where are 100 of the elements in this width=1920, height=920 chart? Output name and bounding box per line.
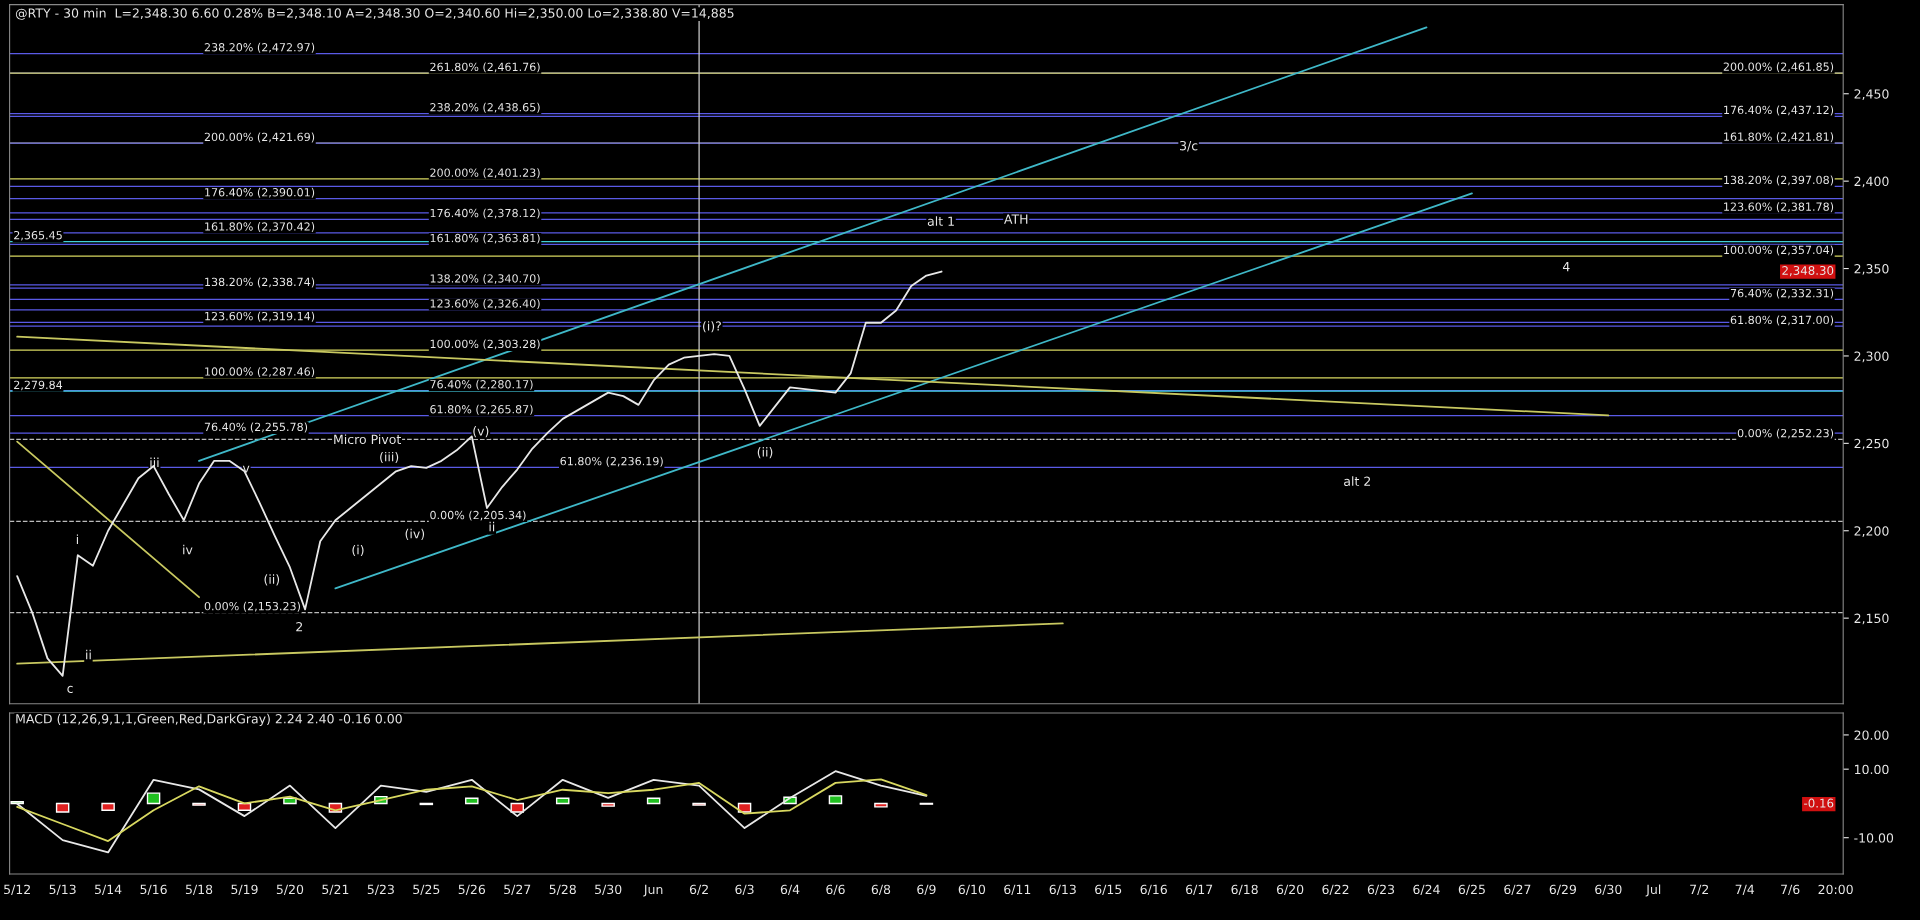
annotation: (ii)	[264, 574, 280, 586]
x-tick-label: 6/15	[1095, 884, 1122, 896]
x-tick-label: 6/13	[1049, 884, 1076, 896]
x-tick-label: 20:00	[1818, 884, 1853, 895]
ref-line-label: 123.60% (2,381.78)	[1724, 202, 1834, 213]
annotation: (iv)	[405, 528, 425, 540]
x-tick-label: 5/16	[140, 884, 167, 896]
x-tick-label: 6/11	[1004, 884, 1031, 896]
ref-line-label: 123.60% (2,319.14)	[205, 311, 315, 322]
ref-line-label: 238.20% (2,438.65)	[430, 102, 540, 113]
x-tick-label: 6/29	[1549, 884, 1577, 896]
ref-line-label: 100.00% (2,357.04)	[1724, 245, 1834, 256]
ref-line-label: 76.40% (2,332.31)	[1730, 288, 1834, 299]
ref-line-label: 176.40% (2,390.01)	[205, 187, 315, 198]
annotation: iv	[183, 544, 193, 555]
annotation: alt 1	[927, 216, 954, 226]
ref-line-label: 100.00% (2,303.28)	[430, 339, 540, 350]
ref-line-label: 76.40% (2,255.78)	[204, 422, 308, 433]
ref-line-label: 61.80% (2,317.00)	[1730, 315, 1834, 326]
ref-line-label: 0.00% (2,153.23)	[204, 601, 300, 612]
x-tick-label: 6/24	[1413, 884, 1440, 896]
x-tick-label: 7/4	[1735, 884, 1755, 896]
ref-line-label: 200.00% (2,421.69)	[204, 132, 315, 143]
annotation: c	[67, 685, 73, 693]
x-tick-label: 6/2	[689, 884, 708, 896]
x-tick-label: 6/22	[1322, 884, 1349, 896]
x-tick-label: 6/9	[917, 884, 936, 896]
ref-line-label: 176.40% (2,378.12)	[430, 208, 540, 219]
x-tick-label: 5/26	[458, 884, 486, 896]
x-tick-label: 6/27	[1504, 884, 1531, 896]
x-tick-label: 5/30	[595, 884, 622, 896]
ref-line-label: 161.80% (2,363.81)	[430, 233, 540, 244]
ref-line-label: 200.00% (2,461.85)	[1723, 62, 1834, 73]
y-tick-label: 2,400	[1854, 176, 1889, 188]
ref-line-label: 2,279.84	[14, 380, 63, 391]
annotation: alt 2	[1344, 476, 1371, 487]
x-tick-label: 5/12	[4, 884, 30, 896]
x-tick-label: 5/23	[367, 884, 394, 896]
annotation: (v)	[473, 426, 489, 438]
chart-title: MACD (12,26,9,1,1,Green,Red,DarkGray) 2.24 2.40 -0.16 0.00	[16, 713, 402, 726]
x-tick-label: 5/14	[95, 884, 122, 896]
annotation: -0.16	[1804, 798, 1834, 808]
annotation: (iii)	[380, 451, 399, 464]
x-tick-label: 5/28	[549, 884, 576, 896]
x-tick-label: 6/17	[1186, 884, 1213, 896]
ref-line-label: 176.40% (2,437.12)	[1724, 105, 1834, 116]
x-tick-label: 5/19	[231, 884, 258, 896]
ref-line-label: 138.20% (2,338.74)	[205, 277, 315, 288]
x-tick-label: 5/18	[185, 884, 213, 896]
y-tick-label: 2,300	[1854, 351, 1889, 363]
annotation: v	[242, 465, 250, 473]
x-tick-label: 5/25	[413, 884, 440, 896]
y-tick-label: 10.00	[1854, 764, 1889, 775]
x-tick-label: Jun	[643, 884, 663, 897]
x-tick-label: 6/30	[1595, 884, 1622, 896]
y-tick-label: 20.00	[1854, 730, 1889, 740]
x-tick-label: 6/10	[958, 884, 986, 896]
y-tick-label: 2,200	[1854, 526, 1889, 537]
y-tick-label: -10.00	[1854, 833, 1894, 843]
ref-line-label: 261.80% (2,461.76)	[430, 62, 540, 73]
annotation: 2	[296, 622, 303, 632]
ref-line-label: 76.40% (2,280.17)	[430, 379, 533, 390]
x-tick-label: 5/21	[322, 884, 349, 896]
annotation: ii	[86, 649, 91, 660]
annotation: 2,348.30	[1782, 266, 1834, 277]
x-tick-label: 5/13	[49, 884, 76, 896]
ref-line-label: 100.00% (2,287.46)	[205, 367, 315, 378]
annotation: i	[76, 534, 79, 544]
x-tick-label: 6/16	[1140, 884, 1167, 896]
ref-line-label: 138.20% (2,340.70)	[430, 274, 540, 284]
annotation: 4	[1562, 262, 1570, 272]
ref-line-label: 161.80% (2,421.81)	[1724, 132, 1834, 143]
annotation: ii	[489, 521, 495, 532]
x-tick-label: 5/27	[504, 884, 531, 896]
x-tick-label: 6/8	[871, 884, 891, 896]
ref-line-label: 2,365.45	[14, 230, 62, 241]
x-tick-label: 6/23	[1367, 884, 1395, 896]
annotation: (ii)	[757, 446, 773, 459]
ref-line-label: 123.60% (2,326.40)	[430, 299, 540, 309]
annotation: (i)	[352, 544, 364, 557]
ref-line-label: 200.00% (2,401.23)	[430, 168, 540, 179]
ref-line-label: 161.80% (2,370.42)	[205, 222, 315, 233]
y-tick-label: 2,150	[1854, 613, 1889, 625]
ref-line-label: 138.20% (2,397.08)	[1724, 175, 1834, 186]
ref-line-label: 61.80% (2,265.87)	[430, 404, 533, 415]
x-tick-label: 5/20	[276, 884, 304, 896]
annotation: 3/c	[1180, 140, 1198, 152]
y-tick-label: 2,350	[1854, 264, 1889, 275]
annotation: ATH	[1004, 214, 1028, 224]
chart-title: @RTY - 30 min L=2,348.30 6.60 0.28% B=2,348.10 A=2,348.30 O=2,340.60 Hi=2,350.00 Lo=2,338.80 V=14,885	[15, 8, 734, 20]
ref-line-label: 238.20% (2,472.97)	[204, 42, 315, 53]
annotation: Micro Pivot	[334, 434, 401, 445]
ref-line-label: 0.00% (2,252.23)	[1737, 428, 1834, 439]
x-tick-label: 7/6	[1781, 884, 1800, 896]
x-tick-label: 6/18	[1231, 884, 1258, 896]
x-tick-label: 7/2	[1690, 884, 1709, 896]
x-tick-label: 6/4	[780, 884, 800, 896]
ref-line-label: 0.00% (2,205.34)	[430, 510, 526, 521]
annotation: (i)?	[703, 321, 721, 333]
x-tick-label: 6/20	[1276, 884, 1304, 896]
